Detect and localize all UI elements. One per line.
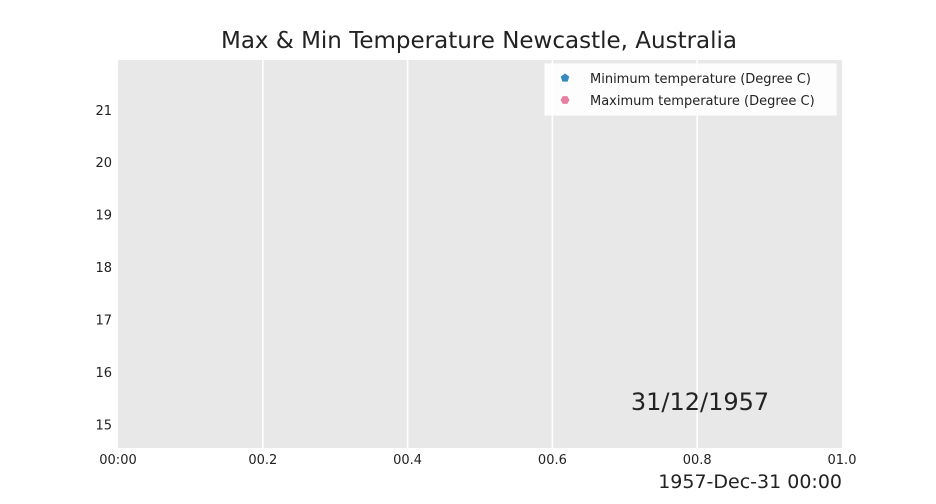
x-tick-label: 00:00 bbox=[99, 453, 136, 468]
y-tick-label: 18 bbox=[95, 261, 112, 276]
x-axis-ticks: 00:00 00.2 00.4 00.6 00.8 01.0 bbox=[99, 453, 856, 468]
x-tick-label: 00.2 bbox=[248, 453, 277, 468]
y-tick-label: 16 bbox=[95, 366, 112, 381]
x-tick-label: 00.6 bbox=[538, 453, 567, 468]
legend-label-minimum: Minimum temperature (Degree C) bbox=[590, 72, 811, 87]
plot-area bbox=[118, 60, 842, 448]
y-tick-label: 21 bbox=[95, 104, 112, 119]
legend-box bbox=[544, 63, 837, 116]
legend-marker-maximum bbox=[560, 96, 570, 104]
legend-label-maximum: Maximum temperature (Degree C) bbox=[590, 94, 815, 109]
date-annotation: 31/12/1957 bbox=[631, 388, 769, 416]
y-tick-label: 19 bbox=[95, 209, 112, 224]
x-tick-label: 00.4 bbox=[393, 453, 422, 468]
x-axis-label: 1957-Dec-31 00:00 bbox=[658, 471, 842, 493]
y-tick-label: 17 bbox=[95, 314, 112, 329]
y-tick-label: 15 bbox=[95, 418, 112, 433]
chart-title: Max & Min Temperature Newcastle, Austral… bbox=[221, 28, 737, 54]
grid-lines bbox=[261, 60, 699, 448]
legend: Minimum temperature (Degree C) Maximum t… bbox=[544, 63, 837, 116]
legend-marker-minimum bbox=[560, 73, 570, 82]
x-tick-label: 01.0 bbox=[828, 453, 857, 468]
x-tick-label: 00.8 bbox=[683, 453, 712, 468]
y-axis-ticks: 15 16 17 18 19 20 21 bbox=[95, 104, 112, 434]
y-tick-label: 20 bbox=[95, 156, 112, 171]
